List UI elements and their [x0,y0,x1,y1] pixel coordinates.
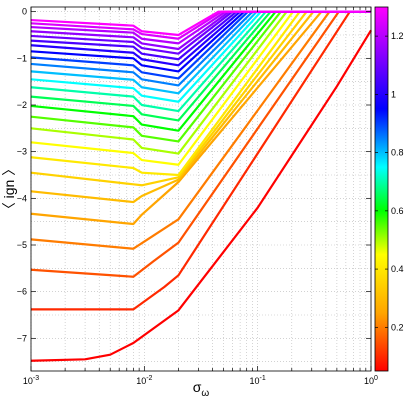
colorbar-tick-label: 1 [391,89,396,99]
y-tick-label: −4 [17,193,27,203]
y-axis-label: 〈 ign 〉 [1,162,17,216]
x-tick-label-exponent: -1 [260,375,266,382]
y-tick-label: −3 [17,147,27,157]
y-tick-label: −7 [17,333,27,343]
x-tick-label-exponent: -2 [146,375,152,382]
colorbar-tick-label: 0.6 [391,206,404,216]
x-axis-label: σω [193,379,210,399]
y-tick-label: −1 [17,53,27,63]
colorbar-tick-label: 0.2 [391,322,404,332]
plot-frame [30,6,372,372]
x-tick-label: 10-2 [136,375,152,386]
y-tick-label: −2 [17,100,27,110]
x-axis-label-base: σ [193,379,202,395]
colorbar [374,6,389,372]
series-layer [30,10,372,362]
x-tick-label-exponent: 0 [374,375,378,382]
colorbar-ticks: 1.2 1 0.8 0.6 0.4 0.2 [375,31,404,332]
colorbar-tick-label: 1.2 [391,31,404,41]
x-tick-label-base: 10 [250,376,260,386]
series-line [30,29,372,362]
x-tick-label: 10-1 [250,375,266,386]
x-tick-label-base: 10 [364,376,374,386]
axis-ticks [30,7,372,371]
x-tick-label-base: 10 [136,376,146,386]
x-axis-label-sub: ω [201,388,209,399]
series-line [30,10,371,37]
x-tick-label: 10-3 [23,375,39,386]
x-tick-label: 100 [364,375,378,386]
x-tick-label-base: 10 [23,376,33,386]
y-tick-label: −5 [17,240,27,250]
x-tick-labels: 10-3 10-2 10-1 100 [23,375,378,386]
y-tick-labels: 0 −1 −2 −3 −4 −5 −6 −7 [17,7,27,344]
y-tick-label: 0 [22,7,27,17]
colorbar-tick-label: 0.8 [391,148,404,158]
colorbar-tick-label: 0.4 [391,264,404,274]
x-tick-label-exponent: -3 [33,375,39,382]
y-tick-label: −6 [17,287,27,297]
